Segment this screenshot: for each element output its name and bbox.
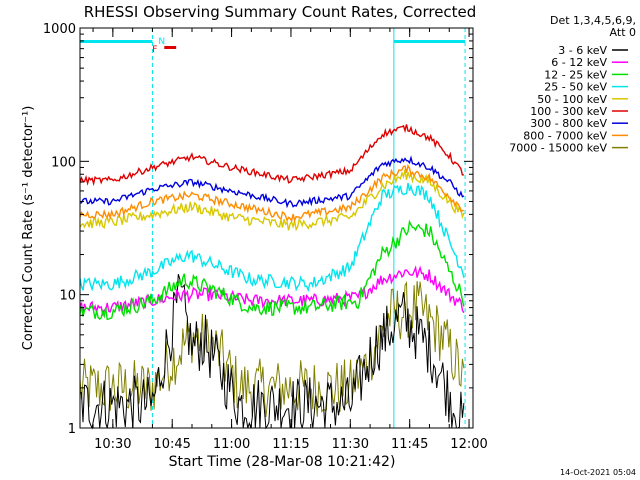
legend-label-8: 800 - 7000 keV — [523, 129, 607, 142]
x-tick-label-5: 11:30 — [332, 437, 369, 452]
flare-interval-1 — [164, 46, 177, 49]
legend-label-7: 300 - 800 keV — [530, 117, 607, 130]
legend-label-5: 50 - 100 keV — [537, 93, 607, 106]
legend-label-1: 3 - 6 keV — [558, 44, 607, 57]
x-tick-label-4: 11:15 — [272, 437, 309, 452]
legend-label-3: 12 - 25 keV — [544, 68, 607, 81]
legend-label-2: 6 - 12 keV — [551, 56, 607, 69]
footer-timestamp: 14-Oct-2021 05:04 — [560, 468, 636, 477]
night-interval-1 — [80, 40, 153, 43]
legend-header-2: Att 0 — [610, 26, 636, 39]
data-series — [79, 124, 465, 430]
x-tick-label-7: 12:00 — [450, 437, 487, 452]
night-interval-2 — [393, 40, 466, 43]
series-line-8 — [79, 163, 464, 223]
x-tick-label-6: 11:45 — [391, 437, 428, 452]
x-tick-label-3: 11:00 — [213, 437, 250, 452]
y-axis: 1 10 100 1000 — [43, 22, 473, 437]
series-line-9 — [79, 281, 465, 417]
series-line-4 — [79, 182, 465, 293]
legend-header-1: Det 1,3,4,5,6,9, — [550, 14, 636, 27]
x-tick-label-1: 10:30 — [94, 437, 131, 452]
series-line-2 — [79, 265, 465, 317]
x-tick-label-2: 10:45 — [153, 437, 190, 452]
legend-label-4: 25 - 50 keV — [544, 81, 607, 94]
legend-label-9: 7000 - 15000 keV — [509, 142, 607, 155]
y-tick-label-3: 100 — [51, 155, 76, 170]
series-line-3 — [79, 219, 465, 321]
night-label: N — [158, 37, 165, 47]
y-axis-label: Corrected Count Rate (s⁻¹ detector⁻¹) — [21, 106, 36, 351]
x-axis-label: Start Time (28-Mar-08 10:21:42) — [169, 454, 396, 470]
flare-label: F — [152, 45, 157, 55]
series-line-5 — [79, 169, 465, 232]
y-tick-label-4: 1000 — [43, 22, 76, 37]
chart-title: RHESSI Observing Summary Count Rates, Co… — [84, 3, 477, 21]
x-axis: 10:30 10:45 11:00 11:15 11:30 11:45 12:00 — [92, 28, 488, 452]
legend-label-6: 100 - 300 keV — [530, 105, 607, 118]
y-tick-label-2: 10 — [59, 289, 76, 304]
series-line-7 — [80, 155, 465, 209]
y-tick-label-1: 1 — [68, 422, 76, 437]
series-line-6 — [79, 124, 464, 187]
plot-frame — [79, 27, 474, 429]
series-line-1 — [79, 274, 465, 430]
